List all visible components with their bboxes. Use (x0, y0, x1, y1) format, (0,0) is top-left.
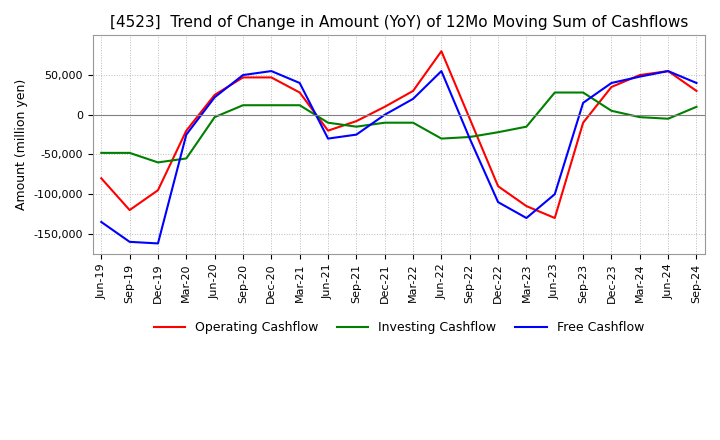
Operating Cashflow (465, 116, 474, 121)
Investing Cashflow (409, 120, 418, 125)
Y-axis label: Amount (million yen): Amount (million yen) (15, 79, 28, 210)
Operating Cashflow (551, 215, 559, 220)
Free Cashflow (607, 81, 616, 86)
Free Cashflow (636, 74, 644, 79)
Operating Cashflow (437, 48, 446, 54)
Investing Cashflow (664, 116, 672, 121)
Investing Cashflow (636, 114, 644, 120)
Free Cashflow (579, 100, 588, 106)
Free Cashflow (97, 220, 106, 225)
Operating Cashflow (324, 128, 333, 133)
Operating Cashflow (210, 92, 219, 98)
Operating Cashflow (636, 73, 644, 78)
Free Cashflow (295, 81, 304, 86)
Investing Cashflow (97, 150, 106, 155)
Investing Cashflow (182, 156, 191, 161)
Free Cashflow (125, 239, 134, 245)
Investing Cashflow (295, 103, 304, 108)
Investing Cashflow (692, 104, 701, 110)
Investing Cashflow (352, 124, 361, 129)
Free Cashflow (324, 136, 333, 141)
Free Cashflow (409, 96, 418, 102)
Free Cashflow (238, 73, 247, 78)
Investing Cashflow (267, 103, 276, 108)
Operating Cashflow (380, 104, 389, 110)
Line: Investing Cashflow: Investing Cashflow (102, 92, 696, 162)
Free Cashflow (437, 69, 446, 74)
Investing Cashflow (522, 124, 531, 129)
Investing Cashflow (380, 120, 389, 125)
Investing Cashflow (125, 150, 134, 155)
Operating Cashflow (494, 183, 503, 189)
Investing Cashflow (465, 134, 474, 139)
Line: Operating Cashflow: Operating Cashflow (102, 51, 696, 218)
Legend: Operating Cashflow, Investing Cashflow, Free Cashflow: Operating Cashflow, Investing Cashflow, … (149, 316, 649, 339)
Operating Cashflow (267, 75, 276, 80)
Investing Cashflow (551, 90, 559, 95)
Investing Cashflow (324, 120, 333, 125)
Investing Cashflow (210, 114, 219, 120)
Operating Cashflow (238, 75, 247, 80)
Investing Cashflow (238, 103, 247, 108)
Free Cashflow (494, 199, 503, 205)
Operating Cashflow (579, 120, 588, 125)
Free Cashflow (380, 112, 389, 117)
Operating Cashflow (352, 118, 361, 124)
Investing Cashflow (437, 136, 446, 141)
Operating Cashflow (409, 88, 418, 94)
Free Cashflow (522, 215, 531, 220)
Free Cashflow (182, 132, 191, 137)
Operating Cashflow (692, 88, 701, 94)
Free Cashflow (551, 191, 559, 197)
Operating Cashflow (607, 84, 616, 90)
Free Cashflow (664, 69, 672, 74)
Investing Cashflow (153, 160, 162, 165)
Operating Cashflow (295, 90, 304, 95)
Title: [4523]  Trend of Change in Amount (YoY) of 12Mo Moving Sum of Cashflows: [4523] Trend of Change in Amount (YoY) o… (109, 15, 688, 30)
Operating Cashflow (125, 207, 134, 213)
Free Cashflow (465, 136, 474, 141)
Operating Cashflow (182, 128, 191, 133)
Free Cashflow (692, 81, 701, 86)
Operating Cashflow (522, 203, 531, 209)
Investing Cashflow (494, 130, 503, 135)
Investing Cashflow (607, 108, 616, 114)
Free Cashflow (210, 95, 219, 100)
Free Cashflow (267, 69, 276, 74)
Free Cashflow (352, 132, 361, 137)
Line: Free Cashflow: Free Cashflow (102, 71, 696, 243)
Operating Cashflow (97, 176, 106, 181)
Investing Cashflow (579, 90, 588, 95)
Free Cashflow (153, 241, 162, 246)
Operating Cashflow (664, 69, 672, 74)
Operating Cashflow (153, 187, 162, 193)
